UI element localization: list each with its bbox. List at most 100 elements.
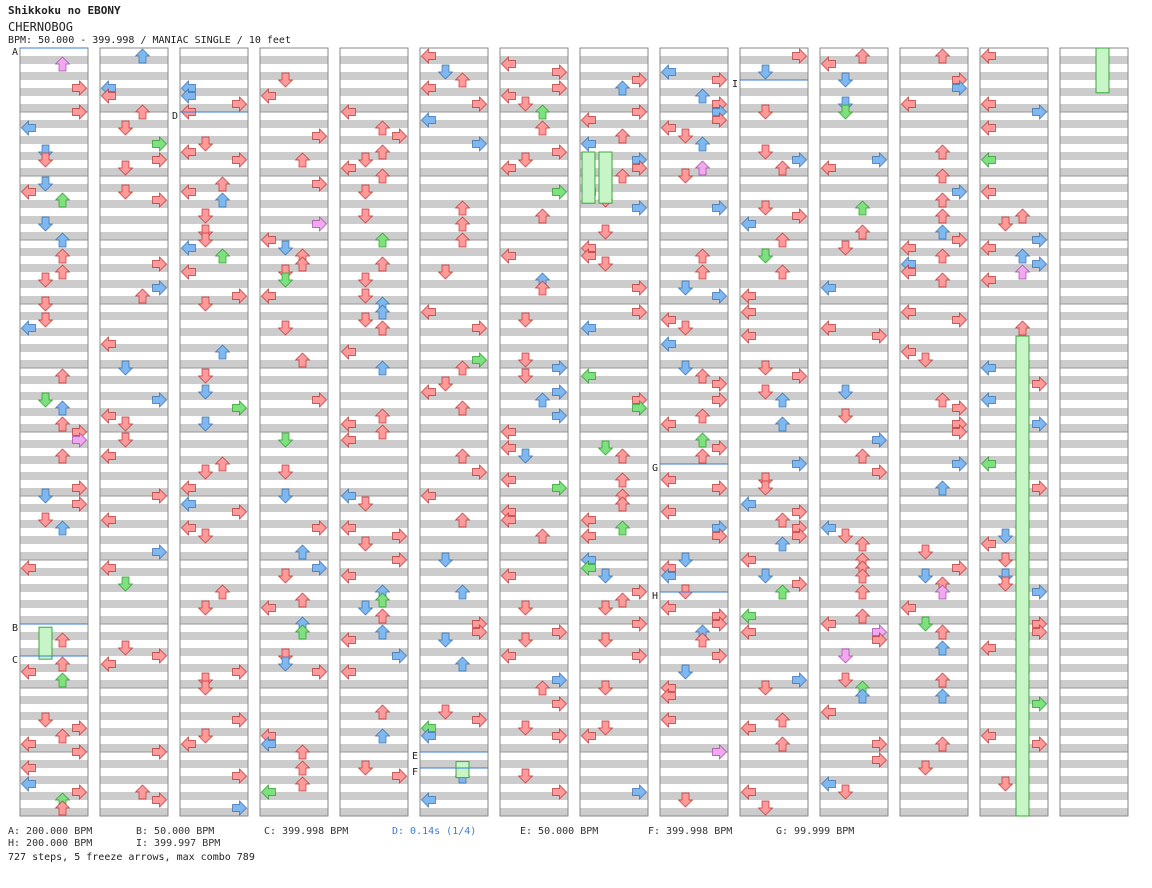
offbeat-stripe (580, 696, 648, 704)
beat-stripe (820, 608, 888, 616)
note-arrow (934, 272, 951, 288)
offbeat-stripe (340, 216, 408, 224)
offbeat-stripe (100, 328, 168, 336)
offbeat-stripe (420, 664, 488, 672)
note-arrow (597, 440, 614, 456)
note-arrow (952, 456, 967, 472)
offbeat-stripe (20, 56, 88, 64)
offbeat-stripe (980, 328, 1048, 336)
beat-stripe (1060, 80, 1128, 88)
note-arrow (774, 264, 791, 280)
offbeat-stripe (660, 200, 728, 208)
note-arrow (741, 304, 756, 320)
beat-stripe (260, 224, 328, 232)
offbeat-stripe (660, 728, 728, 736)
beat-stripe (260, 640, 328, 648)
offbeat-stripe (820, 200, 888, 208)
offbeat-stripe (900, 776, 968, 784)
offbeat-stripe (580, 312, 648, 320)
beat-stripe (500, 768, 568, 776)
note-arrow (934, 248, 951, 264)
note-arrow (54, 728, 71, 744)
beat-stripe (100, 256, 168, 264)
offbeat-stripe (820, 392, 888, 400)
offbeat-stripe (100, 104, 168, 112)
beat-stripe (20, 240, 88, 248)
note-arrow (837, 384, 854, 400)
offbeat-stripe (580, 280, 648, 288)
beat-stripe (260, 512, 328, 520)
offbeat-stripe (340, 168, 408, 176)
offbeat-stripe (740, 744, 808, 752)
offbeat-stripe (500, 312, 568, 320)
offbeat-stripe (500, 680, 568, 688)
offbeat-stripe (1060, 152, 1128, 160)
offbeat-stripe (580, 520, 648, 528)
note-arrow (854, 200, 871, 216)
offbeat-stripe (820, 104, 888, 112)
beat-stripe (980, 496, 1048, 504)
beat-stripe (1060, 176, 1128, 184)
beat-stripe (260, 768, 328, 776)
note-arrow (152, 792, 167, 808)
beat-stripe (20, 752, 88, 760)
beat-stripe (180, 368, 248, 376)
offbeat-stripe (500, 552, 568, 560)
offbeat-stripe (900, 408, 968, 416)
beat-stripe (100, 704, 168, 712)
note-arrow (854, 584, 871, 600)
beat-stripe (1060, 720, 1128, 728)
beat-stripe (500, 112, 568, 120)
beat-stripe (740, 736, 808, 744)
note-arrow (712, 200, 727, 216)
offbeat-stripe (1060, 760, 1128, 768)
offbeat-stripe (820, 776, 888, 784)
offbeat-stripe (900, 104, 968, 112)
offbeat-stripe (1060, 776, 1128, 784)
beat-stripe (660, 112, 728, 120)
note-arrow (134, 48, 151, 64)
beat-stripe (1060, 400, 1128, 408)
note-arrow (934, 144, 951, 160)
beat-stripe (100, 688, 168, 696)
beat-stripe (660, 736, 728, 744)
beat-stripe (100, 640, 168, 648)
beat-stripe (740, 640, 808, 648)
note-arrow (501, 440, 516, 456)
beat-stripe (340, 608, 408, 616)
offbeat-stripe (340, 808, 408, 816)
offbeat-stripe (580, 632, 648, 640)
offbeat-stripe (260, 808, 328, 816)
offbeat-stripe (340, 568, 408, 576)
note-arrow (917, 760, 934, 776)
offbeat-stripe (260, 472, 328, 480)
offbeat-stripe (420, 360, 488, 368)
beat-stripe (900, 336, 968, 344)
offbeat-stripe (100, 808, 168, 816)
beat-stripe (740, 624, 808, 632)
beat-stripe (900, 96, 968, 104)
offbeat-stripe (740, 440, 808, 448)
offbeat-stripe (900, 680, 968, 688)
note-arrow (534, 208, 551, 224)
offbeat-stripe (180, 600, 248, 608)
offbeat-stripe (900, 584, 968, 592)
note-arrow (341, 344, 356, 360)
offbeat-stripe (260, 328, 328, 336)
offbeat-stripe (580, 616, 648, 624)
offbeat-stripe (180, 136, 248, 144)
beat-stripe (980, 624, 1048, 632)
beat-stripe (980, 128, 1048, 136)
beat-stripe (500, 784, 568, 792)
beat-stripe (100, 592, 168, 600)
note-arrow (152, 648, 167, 664)
offbeat-stripe (580, 744, 648, 752)
note-arrow (1032, 696, 1047, 712)
note-arrow (454, 448, 471, 464)
offbeat-stripe (580, 296, 648, 304)
note-arrow (72, 784, 87, 800)
beat-stripe (20, 544, 88, 552)
beat-stripe (20, 192, 88, 200)
note-arrow (374, 120, 391, 136)
note-arrow (501, 248, 516, 264)
